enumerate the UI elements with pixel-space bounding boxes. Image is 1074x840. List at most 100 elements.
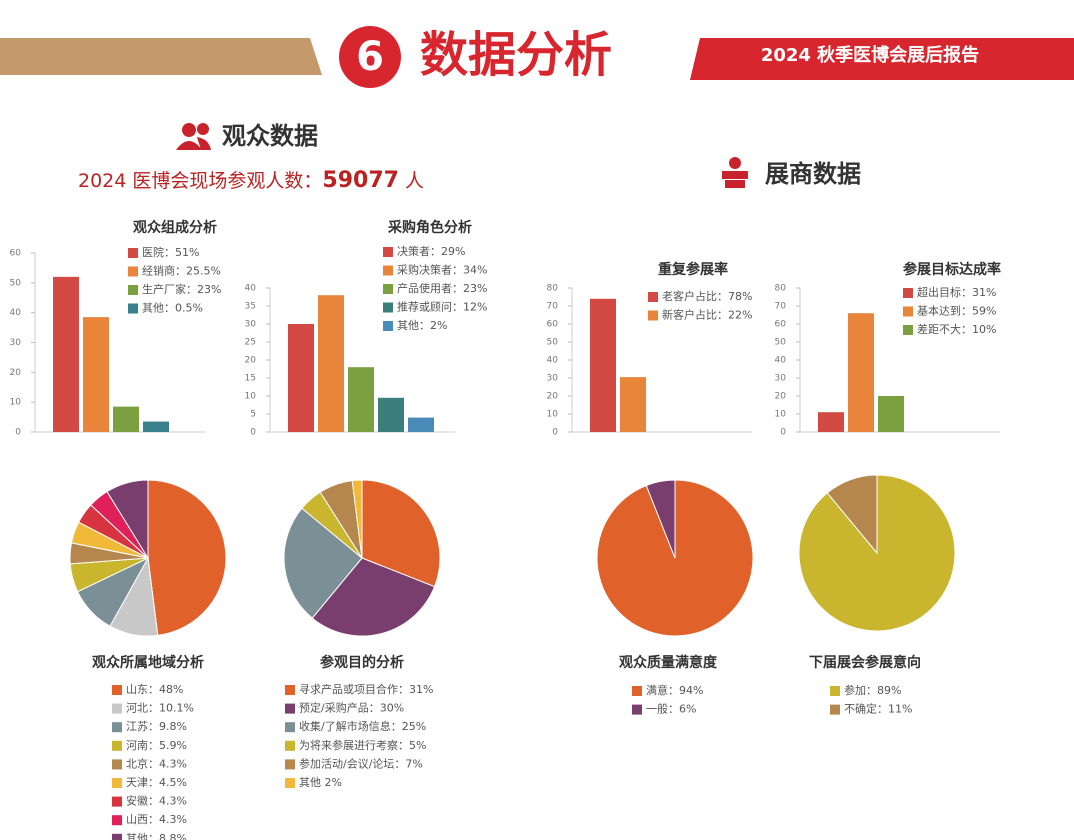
y-tick-label: 0 <box>780 428 786 438</box>
y-tick-label: 0 <box>15 428 21 438</box>
y-tick-label: 30 <box>547 374 559 384</box>
legend-label: 不确定：11% <box>844 702 912 716</box>
header-band-right <box>690 38 1074 80</box>
audience-title: 观众数据 <box>222 122 318 150</box>
report-title: 2024 秋季医博会展后报告 <box>761 44 979 66</box>
pie-slice <box>283 507 363 619</box>
y-tick-label: 10 <box>245 392 257 402</box>
legend-label: 其他 2% <box>299 776 342 789</box>
legend-swatch <box>285 740 295 751</box>
bar <box>378 397 404 432</box>
bar <box>288 324 314 432</box>
count-unit: 人 <box>405 170 424 192</box>
y-tick-label: 10 <box>775 410 787 420</box>
chart-title: 观众质量满意度 <box>619 654 718 671</box>
legend-swatch <box>128 285 138 295</box>
header-band-left <box>0 38 322 75</box>
bar <box>83 317 109 432</box>
exhibitor-icon <box>722 157 748 188</box>
legend-label: 新客户占比：22% <box>662 308 752 322</box>
legend-swatch <box>285 722 295 733</box>
pie-slice <box>106 479 149 560</box>
legend-label: 寻求产品或项目合作：31% <box>299 682 433 696</box>
y-tick-label: 20 <box>775 392 787 402</box>
y-tick-label: 30 <box>10 338 22 348</box>
legend-swatch <box>112 796 122 807</box>
y-tick-label: 60 <box>10 249 22 259</box>
legend-label: 生产厂家：23% <box>142 282 221 296</box>
bar <box>590 298 616 432</box>
y-tick-label: 50 <box>775 338 787 348</box>
legend-swatch <box>112 703 122 714</box>
chart-title: 观众组成分析 <box>133 219 217 236</box>
chart-title: 参观目的分析 <box>320 654 404 671</box>
legend-swatch <box>903 288 913 298</box>
bar <box>53 276 79 432</box>
legend-label: 其他：8.8% <box>126 832 187 840</box>
legend-label: 医院：51% <box>142 245 199 259</box>
bar <box>318 295 344 432</box>
y-tick-label: 20 <box>10 368 22 378</box>
legend-label: 山东：48% <box>126 683 183 696</box>
y-tick-label: 30 <box>775 374 787 384</box>
legend-label: 预定/采购产品：30% <box>299 701 404 715</box>
legend-swatch <box>632 686 642 696</box>
y-tick-label: 30 <box>245 320 257 330</box>
y-tick-label: 25 <box>245 338 256 348</box>
y-tick-label: 40 <box>775 356 787 366</box>
y-tick-label: 60 <box>775 320 787 330</box>
legend-swatch <box>112 778 122 788</box>
bar <box>348 367 374 432</box>
y-tick-label: 70 <box>547 302 559 312</box>
bar <box>848 313 874 432</box>
legend-label: 河南：5.9% <box>126 739 187 752</box>
y-tick-label: 70 <box>775 302 787 312</box>
legend-label: 为将来参展进行考察：5% <box>299 738 426 752</box>
bar <box>818 412 844 432</box>
pie-slice <box>147 479 227 636</box>
legend-swatch <box>112 722 122 733</box>
bar <box>408 417 434 432</box>
y-tick-label: 20 <box>547 392 559 402</box>
legend-label: 安徽：4.3% <box>126 794 187 808</box>
chart-title: 观众所属地域分析 <box>92 654 204 671</box>
chart-title: 下届展会参展意向 <box>809 654 921 671</box>
legend-label: 其他：2% <box>397 319 447 332</box>
legend-swatch <box>112 740 122 751</box>
legend-label: 北京：4.3% <box>126 756 187 770</box>
legend-label: 基本达到：59% <box>917 304 996 318</box>
legend-swatch <box>383 302 393 313</box>
legend-swatch <box>383 247 393 257</box>
legend-label: 参加活动/会议/论坛：7% <box>299 756 423 770</box>
legend-swatch <box>830 704 840 715</box>
legend-swatch <box>903 306 913 317</box>
section-number: 6 <box>356 34 384 80</box>
legend-label: 决策者：29% <box>397 244 465 258</box>
y-tick-label: 40 <box>245 284 257 294</box>
legend-swatch <box>632 704 642 715</box>
bar <box>143 421 169 432</box>
count-label: 2024 医博会现场参观人数： <box>78 170 322 192</box>
legend-swatch <box>648 292 658 302</box>
pie-slice <box>311 557 436 637</box>
y-tick-label: 15 <box>245 374 256 384</box>
legend-label: 参加：89% <box>844 683 901 697</box>
y-tick-label: 10 <box>547 410 559 420</box>
legend-swatch <box>285 703 295 714</box>
legend-swatch <box>648 310 658 321</box>
y-tick-label: 60 <box>547 320 559 330</box>
legend-swatch <box>112 833 122 840</box>
chart-title: 采购角色分析 <box>387 219 472 236</box>
audience-icon <box>176 123 211 150</box>
legend-label: 江苏：9.8% <box>126 720 187 733</box>
legend-swatch <box>128 303 138 314</box>
section-title: 数据分析 <box>420 27 612 83</box>
pie-slice <box>351 479 363 559</box>
y-tick-label: 40 <box>10 308 22 318</box>
legend-label: 满意：94% <box>646 683 703 697</box>
legend-label: 产品使用者：23% <box>397 281 487 295</box>
legend-swatch <box>112 815 122 826</box>
bar <box>620 377 646 432</box>
y-tick-label: 5 <box>250 410 256 420</box>
